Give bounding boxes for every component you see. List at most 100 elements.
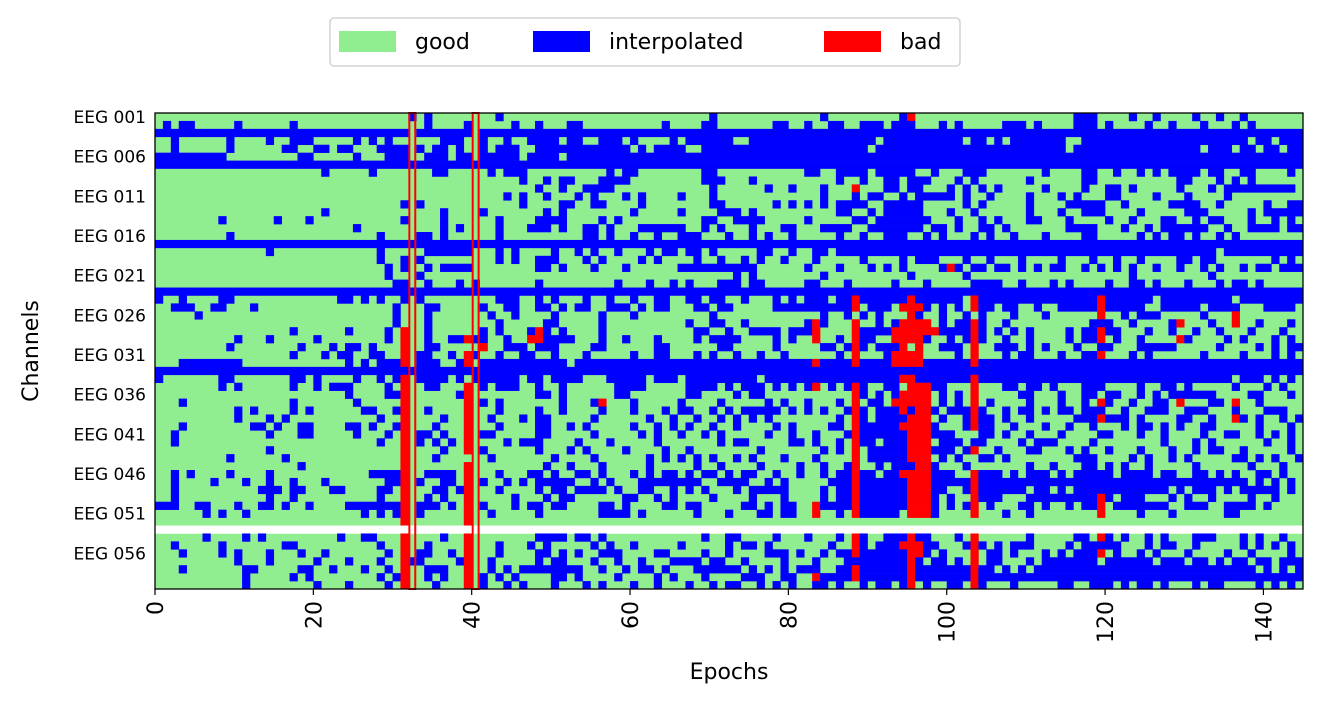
cell-interpolated	[709, 406, 718, 415]
cell-bad	[970, 382, 979, 391]
cell-bad	[970, 573, 979, 582]
cell-interpolated	[424, 120, 433, 130]
cell-interpolated	[250, 303, 259, 312]
cell-interpolated	[1010, 581, 1019, 590]
cell-interpolated	[780, 255, 789, 265]
cell-interpolated	[1081, 382, 1106, 391]
cell-interpolated	[1184, 406, 1209, 415]
cell-interpolated	[669, 414, 678, 423]
cell-interpolated	[289, 493, 298, 503]
cell-interpolated	[677, 232, 702, 241]
cell-interpolated	[1081, 398, 1090, 407]
cell-bad	[907, 549, 924, 558]
cell-interpolated	[550, 581, 560, 590]
cell-bad	[1176, 319, 1185, 328]
cell-interpolated	[384, 549, 393, 558]
cell-interpolated	[1287, 422, 1296, 431]
cell-interpolated	[875, 390, 884, 399]
cell-bad	[598, 398, 607, 407]
cell-bad	[907, 565, 916, 574]
cell-bad	[400, 454, 409, 463]
cell-interpolated	[542, 462, 552, 471]
cell-interpolated	[558, 224, 567, 233]
cell-bad	[400, 438, 409, 447]
cell-interpolated	[455, 557, 465, 566]
cell-interpolated	[827, 477, 853, 487]
cell-interpolated	[321, 208, 330, 217]
cell-interpolated	[859, 438, 876, 447]
cell-interpolated	[471, 279, 480, 288]
cell-interpolated	[511, 573, 520, 582]
cell-bad	[851, 319, 860, 328]
cell-interpolated	[1160, 581, 1169, 590]
cell-interpolated	[1057, 430, 1066, 439]
cell-interpolated	[566, 152, 1304, 161]
cell-interpolated	[1168, 446, 1177, 455]
cell-interpolated	[1057, 398, 1066, 407]
cell-interpolated	[899, 263, 908, 272]
cell-interpolated	[1207, 271, 1217, 280]
cell-bad	[907, 430, 932, 439]
cell-interpolated	[519, 414, 528, 423]
cell-interpolated	[1136, 430, 1145, 439]
cell-interpolated	[859, 120, 884, 130]
cell-interpolated	[1002, 351, 1011, 360]
cell-interpolated	[440, 477, 457, 487]
cell-interpolated	[234, 501, 243, 510]
cell-interpolated	[1010, 311, 1019, 320]
cell-interpolated	[1017, 565, 1027, 574]
cell-interpolated	[297, 462, 306, 471]
cell-interpolated	[598, 335, 607, 344]
cell-interpolated	[693, 327, 710, 336]
cell-interpolated	[725, 533, 742, 542]
cell-interpolated	[558, 398, 567, 407]
cell-interpolated	[859, 327, 892, 336]
cell-interpolated	[1215, 176, 1225, 185]
cell-interpolated	[1231, 557, 1248, 566]
cell-interpolated	[1002, 414, 1011, 423]
cell-bad	[400, 382, 409, 391]
cell-interpolated	[582, 255, 591, 265]
cell-bad	[463, 422, 472, 431]
cell-interpolated	[424, 406, 433, 415]
cell-interpolated	[922, 279, 932, 288]
cell-interpolated	[368, 343, 377, 352]
cell-interpolated	[859, 406, 868, 415]
cell-bad	[907, 446, 932, 455]
cell-interpolated	[155, 374, 164, 384]
cell-interpolated	[265, 430, 275, 439]
cell-interpolated	[1287, 430, 1296, 439]
y-tick-label: EEG 011	[73, 187, 146, 207]
cell-interpolated	[519, 438, 544, 447]
cell-interpolated	[701, 470, 718, 479]
cell-interpolated	[503, 343, 528, 352]
cell-interpolated	[1057, 406, 1074, 415]
cell-interpolated	[479, 430, 496, 439]
cell-bad	[812, 501, 821, 510]
cell-interpolated	[986, 398, 995, 407]
cell-bad	[970, 351, 979, 360]
cell-interpolated	[1002, 454, 1011, 463]
cell-interpolated	[566, 462, 575, 471]
cell-interpolated	[978, 184, 987, 193]
cell-interpolated	[788, 200, 797, 209]
cell-interpolated	[637, 144, 647, 153]
cell-interpolated	[653, 255, 663, 265]
cell-interpolated	[677, 541, 686, 550]
cell-interpolated	[827, 541, 837, 550]
cell-interpolated	[376, 557, 385, 566]
cell-interpolated	[701, 176, 726, 185]
cell-interpolated	[1136, 335, 1145, 344]
cell-bad	[463, 477, 472, 487]
cell-bad	[812, 335, 821, 344]
cell-interpolated	[1128, 113, 1138, 122]
legend-label-good: good	[415, 30, 470, 55]
cell-interpolated	[1207, 581, 1225, 590]
cell-bad	[907, 454, 932, 463]
cell-interpolated	[772, 581, 781, 590]
cell-interpolated	[1081, 351, 1098, 360]
cell-bad	[891, 398, 932, 407]
cell-interpolated	[843, 343, 853, 352]
cell-interpolated	[376, 255, 385, 265]
cell-interpolated	[542, 208, 552, 217]
